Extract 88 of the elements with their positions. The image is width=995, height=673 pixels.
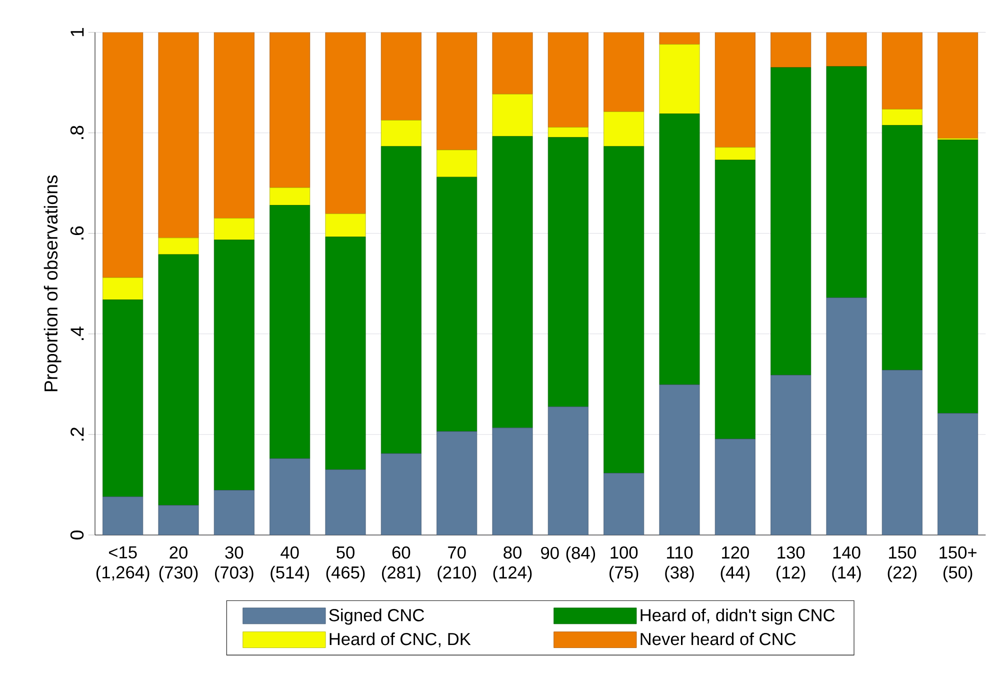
legend-label: Signed CNC [329, 608, 424, 625]
bar [270, 187, 310, 206]
bar [714, 438, 756, 535]
bar [770, 374, 812, 535]
bar [714, 160, 756, 440]
bar [604, 32, 644, 112]
bar [882, 125, 922, 370]
bar [436, 150, 478, 178]
bar [380, 32, 422, 120]
bar [492, 136, 533, 428]
bar [325, 236, 366, 470]
bar [102, 300, 144, 497]
x-tick-label: 150 (22) [888, 546, 917, 582]
bar [548, 137, 588, 408]
bar [882, 109, 922, 126]
bar [659, 44, 700, 114]
bar [158, 32, 199, 238]
bar [214, 490, 254, 535]
bar [380, 146, 422, 454]
bar [325, 32, 366, 214]
bar [492, 32, 533, 94]
x-tick-label: 40 (514) [270, 546, 309, 582]
bar [714, 32, 756, 148]
bar [548, 32, 588, 128]
bar [826, 66, 867, 298]
bar [270, 32, 310, 188]
bar [770, 67, 812, 376]
x-tick-label: 110 (38) [665, 546, 694, 582]
y-axis-title: Proportion of observations [44, 175, 62, 392]
x-tick-label: 60 (281) [382, 546, 420, 582]
bar [826, 32, 867, 67]
bar [158, 505, 199, 535]
bar [548, 406, 588, 535]
bar [325, 469, 366, 535]
bar [102, 496, 144, 535]
bar [882, 370, 922, 535]
bar [882, 32, 922, 110]
bar [770, 32, 812, 68]
bar [938, 32, 978, 139]
x-tick-label: 30 (703) [215, 546, 254, 582]
bar [270, 458, 310, 535]
bar [214, 240, 254, 490]
bar [938, 140, 978, 414]
bar [938, 413, 978, 535]
bar [325, 214, 366, 238]
bar [492, 428, 533, 535]
bar [659, 32, 700, 45]
x-tick-label: 90 (84) [541, 546, 596, 563]
legend-label: Heard of CNC, DK [330, 632, 471, 648]
bar [826, 298, 867, 535]
x-tick-label: 100 (75) [609, 546, 638, 582]
bar [436, 32, 478, 150]
x-tick-label: 50 (465) [326, 546, 365, 582]
x-tick-label: 140 (14) [832, 546, 861, 582]
bar [604, 472, 644, 535]
legend-label: Never heard of CNC [640, 632, 796, 646]
bar [158, 254, 199, 506]
bar [158, 238, 199, 255]
bar [604, 112, 644, 147]
y-tick-label: 1 [70, 28, 84, 36]
bar [548, 127, 588, 138]
y-tick-label: .4 [70, 326, 84, 340]
bar [214, 32, 254, 219]
bar [270, 205, 310, 459]
bar [102, 32, 144, 278]
x-tick-label: 80 (124) [493, 546, 532, 582]
y-tick-label: 0 [70, 530, 84, 540]
bar [102, 277, 144, 300]
x-tick-label: 120 (44) [720, 546, 750, 582]
bar [214, 218, 254, 240]
x-tick-label: 20 (730) [159, 546, 198, 582]
x-tick-label: <15 (1,264) [96, 546, 150, 582]
x-tick-label: 70 (210) [438, 546, 476, 582]
bar [659, 384, 700, 535]
bar [380, 120, 422, 147]
bar [714, 147, 756, 160]
bar [436, 431, 478, 535]
bar [604, 146, 644, 474]
y-tick-label: .8 [70, 126, 84, 139]
bar [659, 114, 700, 385]
legend-label: Heard of, didn't sign CNC [640, 608, 835, 625]
y-tick-label: .2 [70, 428, 84, 441]
bar [380, 453, 422, 535]
bar [492, 94, 533, 137]
x-tick-label: 130 (12) [776, 546, 806, 582]
bar [436, 176, 478, 432]
y-tick-label: .6 [70, 226, 84, 240]
x-tick-label: 150+ (50) [940, 546, 976, 582]
